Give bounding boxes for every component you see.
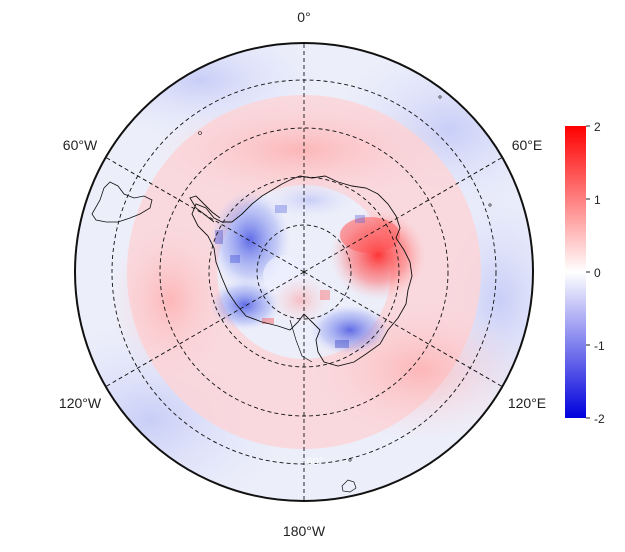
- colorbar-tick-label: -2: [594, 412, 605, 426]
- colorbar-ticks: [586, 125, 590, 419]
- map-boundary: [74, 42, 534, 502]
- colorbar: 2 1 0 -1 -2: [565, 120, 605, 426]
- antarctica-coastline: [191, 175, 413, 367]
- colorbar-tick-label: 1: [594, 193, 601, 207]
- south-america-coastline: [91, 181, 153, 223]
- island-marker: [198, 131, 202, 135]
- lon-label-60w: 60°W: [63, 137, 98, 153]
- colorbar-tick-label: -1: [594, 339, 605, 353]
- colorbar-tick-label: 2: [594, 120, 601, 134]
- colorbar-gradient: [565, 126, 586, 418]
- new-zealand-outline: [341, 479, 357, 493]
- lon-label-120w: 120°W: [59, 395, 102, 411]
- meridian-60e: [303, 156, 504, 273]
- meridian-60w: [104, 156, 305, 273]
- colorbar-tick-label: 0: [594, 266, 601, 280]
- graticule: [104, 43, 504, 501]
- latitude-circle: [256, 224, 352, 320]
- ross-ice-shelf-coast: [289, 319, 313, 363]
- meridian-120w: [104, 271, 305, 388]
- island-marker: [438, 95, 442, 99]
- lon-label-180w: 180°W: [283, 523, 326, 539]
- lon-label-120e: 120°E: [508, 395, 546, 411]
- lat-label: -60°: [303, 456, 323, 468]
- meridian-120e: [303, 271, 504, 388]
- island-marker: [488, 203, 492, 207]
- antarctic-peninsula: [189, 195, 221, 223]
- lon-label-60e: 60°E: [512, 137, 543, 153]
- lon-label-0: 0°: [297, 9, 310, 25]
- anomaly-field: [75, 43, 533, 501]
